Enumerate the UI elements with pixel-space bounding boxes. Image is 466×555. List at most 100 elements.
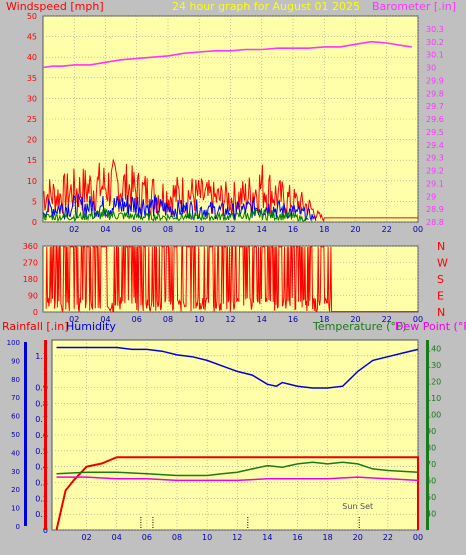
humidity-y-tick-label: 10 <box>11 505 20 513</box>
rainfall-y-tick-label: 0 <box>43 526 48 535</box>
rain-x-tick-label: 14 <box>262 533 272 542</box>
direction-y-tick-label: 0 <box>33 308 38 317</box>
rainfall-y-tick-label: 0.4 <box>35 463 48 472</box>
rain-x-tick-label: 08 <box>172 533 182 542</box>
barometer-y-tick-label: 29.7 <box>426 102 444 111</box>
direction-x-tick-label: 06 <box>132 315 142 324</box>
direction-x-tick-label: 02 <box>69 315 79 324</box>
direction-compass-label: S <box>437 273 444 286</box>
barometer-y-tick-label: 29.4 <box>426 141 444 150</box>
barometer-y-tick-label: 30.2 <box>426 38 444 47</box>
direction-compass-label: N <box>437 240 445 253</box>
barometer-axis-title: Barometer [.in] <box>372 0 456 13</box>
wind-y-tick-label: 15 <box>27 156 37 165</box>
humidity-axis-bar <box>24 342 27 526</box>
temperature-y-tick-label: 70 <box>426 460 436 469</box>
temperature-y-tick-label: 130 <box>426 361 441 370</box>
wind-y-tick-label: 20 <box>27 136 37 145</box>
temperature-axis-bar <box>426 340 429 530</box>
humidity-legend-label: Humidity <box>66 320 116 333</box>
temperature-y-tick-label: 110 <box>426 394 441 403</box>
rainfall-y-tick-label: 0.5 <box>35 447 48 456</box>
temperature-y-tick-label: 120 <box>426 377 441 386</box>
wind-y-tick-label: 35 <box>27 74 37 83</box>
temperature-legend-label: Temperature (°F) <box>312 320 407 333</box>
temperature-y-tick-label: 80 <box>426 443 436 452</box>
rain-x-tick-label: 12 <box>232 533 242 542</box>
wind-x-tick-label: 06 <box>132 225 142 234</box>
rainfall-axis-title: Rainfall [.in] <box>2 320 69 333</box>
direction-x-tick-label: 20 <box>350 315 360 324</box>
humidity-y-tick-label: 30 <box>11 468 20 476</box>
humidity-y-tick-label: 40 <box>11 449 20 457</box>
direction-compass-label: E <box>437 290 444 303</box>
temperature-series-line <box>56 461 419 477</box>
rain-humidity-temp-chart: 00.10.20.30.40.50.60.70.80.911.101020304… <box>7 339 442 542</box>
wind-x-tick-label: 02 <box>69 225 79 234</box>
rain-x-tick-label: 18 <box>323 533 333 542</box>
wind-x-tick-label: 14 <box>257 225 267 234</box>
direction-compass-label: N <box>437 306 445 319</box>
dewpoint-legend-label: Dew Point (°F) <box>395 320 466 333</box>
rainfall-y-tick-label: 0.2 <box>35 494 48 503</box>
wind-y-tick-label: 30 <box>27 94 37 103</box>
sunset-annotation: Sun Set <box>342 502 373 511</box>
wind-direction-series-line <box>45 246 418 313</box>
direction-x-tick-label: 16 <box>288 315 298 324</box>
barometer-y-tick-label: 29.3 <box>426 154 444 163</box>
barometer-y-tick-label: 29.6 <box>426 115 444 124</box>
humidity-y-tick-label: 50 <box>11 431 20 439</box>
rainfall-series-line <box>55 456 419 531</box>
wind-y-tick-label: 25 <box>27 115 37 124</box>
temperature-y-tick-label: 40 <box>426 509 436 518</box>
rainfall-y-tick-label: 0.9 <box>35 384 48 393</box>
barometer-y-tick-label: 30.1 <box>426 51 444 60</box>
direction-x-tick-label: 08 <box>163 315 173 324</box>
direction-x-tick-label: 12 <box>225 315 235 324</box>
humidity-y-tick-label: 0 <box>16 523 20 531</box>
barometer-y-tick-label: 29 <box>426 192 436 201</box>
barometer-y-tick-label: 29.5 <box>426 128 444 137</box>
direction-y-tick-label: 180 <box>23 275 38 284</box>
wind-barometer-chart: 0 5 10 15 20 25 30 35 40 45 50 28.8 28.9 29 29.1 29.2 29… <box>27 12 444 234</box>
windspeed-axis-title: Windspeed [mph] <box>6 0 104 13</box>
temperature-y-tick-label: 50 <box>426 493 436 502</box>
rainfall-y-tick-label: 0.8 <box>35 399 48 408</box>
direction-x-tick-label: 10 <box>194 315 204 324</box>
temperature-y-tick-label: 90 <box>426 427 436 436</box>
wind-x-tick-label: 08 <box>163 225 173 234</box>
rain-x-tick-label: 04 <box>112 533 122 542</box>
rain-x-tick-label: 22 <box>383 533 393 542</box>
humidity-y-tick-label: 70 <box>11 394 20 402</box>
direction-x-tick-label: 14 <box>257 315 267 324</box>
barometer-y-tick-label: 30 <box>426 64 436 73</box>
direction-y-tick-label: 360 <box>23 242 38 251</box>
wind-y-tick-label: 0 <box>32 218 37 227</box>
wind-x-tick-label: 22 <box>382 225 392 234</box>
rain-x-tick-label: 06 <box>142 533 152 542</box>
direction-compass-label: W <box>437 257 448 270</box>
wind-x-tick-label: 10 <box>194 225 204 234</box>
direction-y-tick-label: 90 <box>28 292 38 301</box>
direction-x-tick-label: 18 <box>319 315 329 324</box>
direction-x-tick-label: 00 <box>413 315 423 324</box>
wind-y-tick-label: 40 <box>27 53 37 62</box>
humidity-y-tick-label: 80 <box>11 376 20 384</box>
barometer-y-tick-label: 29.9 <box>426 76 444 85</box>
wind-y-tick-label: 10 <box>27 177 37 186</box>
rainfall-y-tick-label: 1.1 <box>35 352 48 361</box>
wind-low-series-line <box>42 206 309 223</box>
rainfall-y-tick-label: 0.7 <box>35 415 48 424</box>
temperature-y-tick-label: 60 <box>426 476 436 485</box>
rainfall-y-tick-label: 0.1 <box>35 510 48 519</box>
barometer-y-tick-label: 29.8 <box>426 89 444 98</box>
graph-title: 24 hour graph for August 01 2025 <box>172 0 360 13</box>
barometer-series-line <box>42 40 412 69</box>
wind-x-tick-label: 00 <box>413 225 423 234</box>
humidity-y-tick-label: 20 <box>11 486 20 494</box>
barometer-y-tick-label: 28.9 <box>426 205 444 214</box>
wind-y-tick-label: 5 <box>32 197 37 206</box>
barometer-y-tick-label: 29.1 <box>426 179 444 188</box>
